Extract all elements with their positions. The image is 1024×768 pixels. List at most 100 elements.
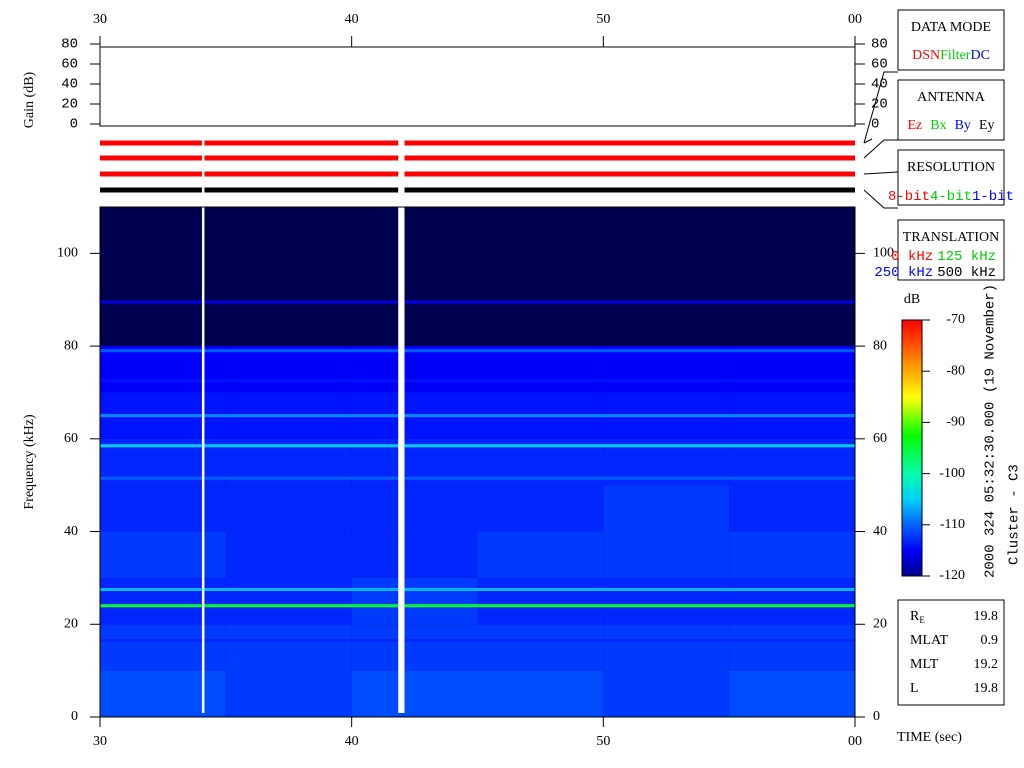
- colorbar-swatch: [902, 350, 922, 353]
- colorbar-swatch: [902, 548, 922, 551]
- colorbar-swatch: [902, 418, 922, 421]
- colorbar-swatch: [902, 456, 922, 459]
- mode-bar: [100, 140, 855, 146]
- colorbar-swatch: [902, 480, 922, 483]
- gain-axis-label: Gain (dB): [22, 71, 37, 128]
- spectrogram-cell: [729, 624, 855, 671]
- x-axis-label: TIME (sec): [897, 730, 962, 745]
- emission-line: [100, 444, 855, 448]
- info-value: 0.9: [981, 633, 999, 648]
- colorbar-swatch: [902, 468, 922, 471]
- colorbar-swatch: [902, 386, 922, 389]
- legend-items: 0 kHz 125 kHz: [891, 249, 996, 265]
- arrows: [863, 71, 899, 209]
- colorbar-swatch: [902, 560, 922, 563]
- colorbar-swatch: [902, 384, 922, 387]
- spectrogram-cell: [729, 531, 855, 578]
- colorbar-swatch: [902, 498, 922, 501]
- legend-item: Ey: [979, 118, 995, 133]
- colorbar-swatch: [902, 482, 922, 485]
- colorbar-swatch: [902, 442, 922, 445]
- legend-item: By: [955, 118, 971, 133]
- y-axis-label: Frequency (kHz): [22, 414, 37, 510]
- colorbar-swatch: [902, 572, 922, 575]
- colorbar-swatch: [902, 370, 922, 373]
- colorbar-swatch: [902, 492, 922, 495]
- colorbar-swatch: [902, 346, 922, 349]
- colorbar-swatch: [902, 436, 922, 439]
- colorbar-swatch: [902, 440, 922, 443]
- arrow: [863, 139, 898, 159]
- colorbar-swatch: [902, 348, 922, 351]
- legend-item: 250 kHz: [874, 265, 933, 281]
- colorbar-swatch: [902, 510, 922, 513]
- legend-item: 500 kHz: [937, 265, 996, 281]
- colorbar-swatch: [902, 564, 922, 567]
- colorbar-swatch: [902, 554, 922, 557]
- info-label: RE: [910, 609, 925, 625]
- spectrogram-cell: [351, 670, 478, 717]
- colorbar-swatch: [902, 484, 922, 487]
- spectrogram-cell: [477, 577, 604, 625]
- emission-line: [100, 349, 855, 353]
- spectrogram-cell: [477, 485, 604, 532]
- spectrogram-cell: [603, 624, 730, 671]
- spectrogram-cell: [477, 624, 604, 671]
- info-label: L: [910, 681, 919, 696]
- emission-line: [100, 604, 855, 608]
- colorbar-swatch: [902, 516, 922, 519]
- y-tick-label: 20: [64, 616, 78, 631]
- colorbar-swatch: [902, 526, 922, 529]
- colorbar-swatch: [902, 342, 922, 345]
- x-tick-label: 40: [345, 12, 359, 27]
- colorbar-swatch: [902, 336, 922, 339]
- x-tick-label: 40: [345, 734, 359, 749]
- colorbar-swatch: [902, 452, 922, 455]
- colorbar-swatch: [902, 520, 922, 523]
- colorbar-swatch: [902, 494, 922, 497]
- info-label-text: L: [910, 681, 919, 696]
- spectrogram-cell: [225, 670, 352, 717]
- legend-item: 1-bit: [972, 189, 1014, 205]
- info-label-subscript: E: [919, 615, 925, 625]
- data-gap: [398, 134, 405, 713]
- spectrogram-cell: [100, 531, 226, 578]
- info-label-text: R: [910, 609, 920, 624]
- gain-tick-label: 20: [61, 97, 78, 113]
- colorbar-swatch: [902, 380, 922, 383]
- legend-item: Bx: [930, 118, 946, 133]
- colorbar-swatch: [902, 426, 922, 429]
- info-panel: [897, 599, 1005, 706]
- colorbar-swatch: [902, 364, 922, 367]
- colorbar-swatch: [902, 506, 922, 509]
- colorbar-swatch: [902, 382, 922, 385]
- legend-title: DATA MODE: [911, 20, 991, 35]
- colorbar-swatch: [902, 490, 922, 493]
- colorbar-swatch: [902, 392, 922, 395]
- colorbar-swatch: [902, 508, 922, 511]
- spectrogram-cell: [225, 346, 352, 393]
- colorbar-swatch: [902, 448, 922, 451]
- colorbar-swatch: [902, 528, 922, 531]
- colorbar-swatch: [902, 394, 922, 397]
- gain-tick-label: 80: [61, 37, 78, 53]
- colorbar-swatch: [902, 536, 922, 539]
- y-tick-label: 80: [873, 338, 887, 353]
- colorbar-swatch: [902, 546, 922, 549]
- y-tick-label: 40: [64, 524, 78, 539]
- colorbar-swatch: [902, 360, 922, 363]
- colorbar-swatch: [902, 340, 922, 343]
- colorbar-frame: [901, 319, 923, 577]
- spectrogram-cell: [477, 346, 604, 393]
- emission-line: [100, 588, 855, 591]
- colorbar-swatch: [902, 522, 922, 525]
- legend-panel: [897, 9, 1005, 71]
- spectrogram-cell: [225, 485, 352, 532]
- gain-frame: [99, 46, 856, 127]
- legend-item: DC: [970, 48, 989, 63]
- spectrogram-cell: [351, 531, 478, 578]
- spectrogram-cell: [603, 670, 730, 717]
- colorbar-swatch: [902, 406, 922, 409]
- colorbar-swatch: [902, 362, 922, 365]
